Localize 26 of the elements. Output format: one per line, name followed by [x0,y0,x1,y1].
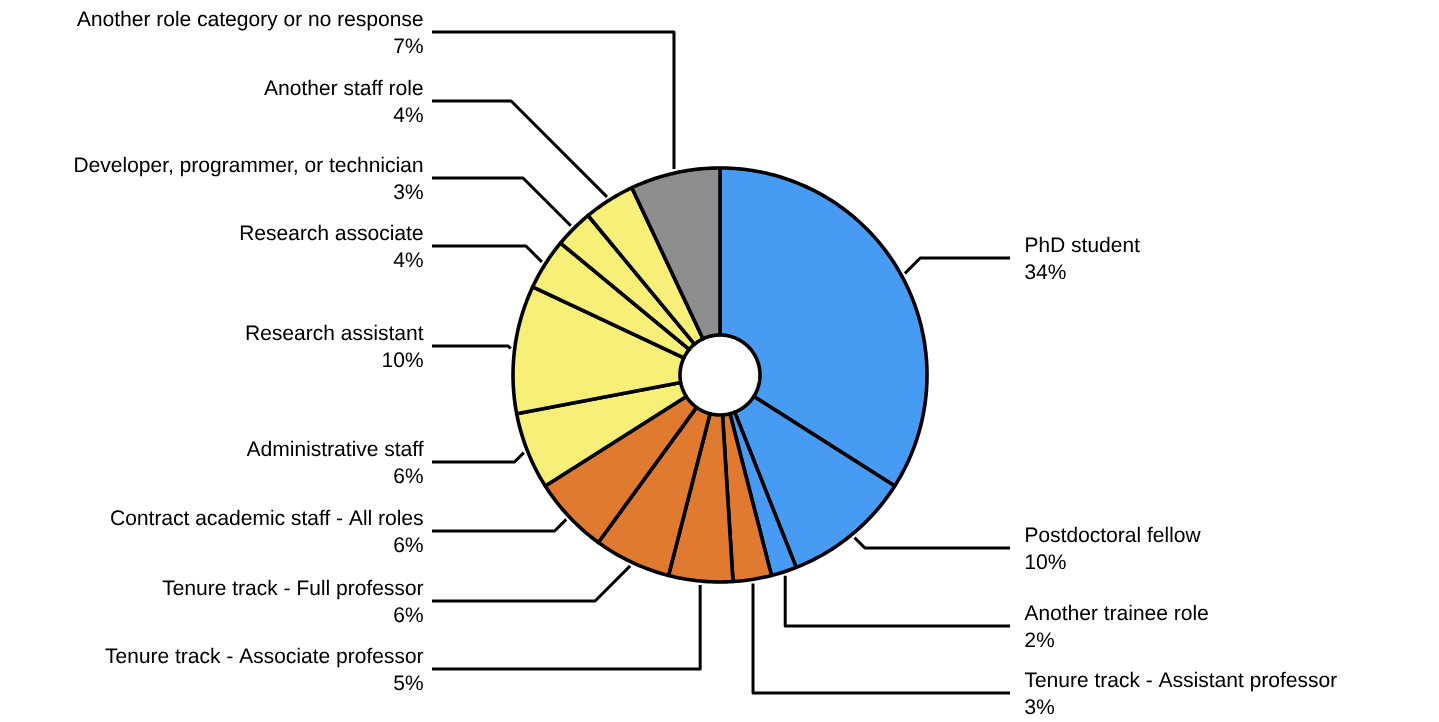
slice-label: Tenure track - Associate professor [105,647,424,668]
slice-label: Another staff role [264,79,423,96]
slice-label: Developer, programmer, or technician [75,156,423,177]
data-label: 10% [383,352,423,368]
data-label: 3% [1025,699,1054,715]
slice-label: Another trainee role [1024,604,1208,621]
slice-label: Research assistant [246,324,424,341]
slice-label: Research associate [240,224,423,241]
slice-label: Tenure track - Assistant professor [1024,671,1337,692]
data-label: 4% [393,252,423,268]
data-label: 6% [394,537,423,553]
data-label: 6% [394,607,423,623]
data-label: 6% [394,468,423,484]
data-label: 2% [1025,632,1054,648]
slice-label: Postdoctoral fellow [1026,526,1201,543]
slice-label: Another role category or no response [76,10,423,31]
data-label: 7% [394,38,423,54]
data-label: 3% [394,184,423,200]
data-label: 10% [1026,554,1066,570]
slice-label: PhD student [1026,236,1140,253]
data-label: 34% [1025,264,1066,280]
slice-label: Administrative staff [246,440,424,457]
data-label: 5% [394,675,423,691]
data-label: 4% [393,107,423,123]
slice-label: Tenure track - Full professor [162,579,424,600]
slice-label: Contract academic staff - All roles [111,509,423,526]
